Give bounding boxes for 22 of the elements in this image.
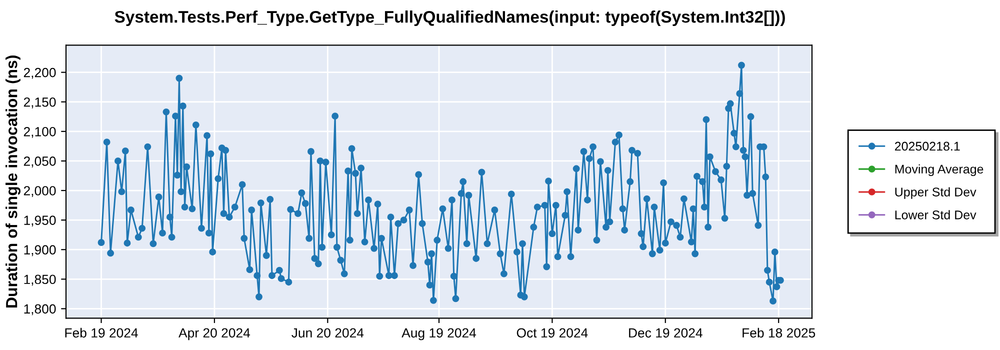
legend-label: Moving Average [895,164,984,176]
x-tick-label: Feb 18 2025 [742,328,816,338]
x-tick-label: Feb 19 2024 [65,328,138,338]
y-tick-label: 2,200 [24,68,56,79]
y-tick-label: 2,050 [24,156,56,168]
y-tick-label: 1,900 [24,245,56,256]
legend-label: Lower Std Dev [895,210,976,220]
y-axis-title: Duration of single invocation (ns) [6,56,20,308]
legend-label: Upper Std Dev [895,187,976,199]
y-tick-label: 1,950 [24,216,56,227]
legend-label: 20250218.1 [894,142,960,151]
y-tick-label: 2,100 [24,126,56,138]
x-tick-label: Aug 19 2024 [402,328,476,340]
x-tick-label: Dec 19 2024 [629,328,702,338]
y-tick-label: 1,850 [24,274,56,286]
x-tick-label: Oct 19 2024 [516,328,588,338]
x-tick-label: Apr 20 2024 [178,328,250,340]
y-tick-label: 1,800 [24,304,56,316]
y-tick-label: 2,000 [24,186,56,197]
x-tick-label: Jun 20 2024 [292,328,364,338]
chart-title: System.Tests.Perf_Type.GetType_FullyQualifiedNames(input: typeof(System.Int32[])) [114,10,785,26]
y-tick-label: 2,150 [24,97,56,108]
